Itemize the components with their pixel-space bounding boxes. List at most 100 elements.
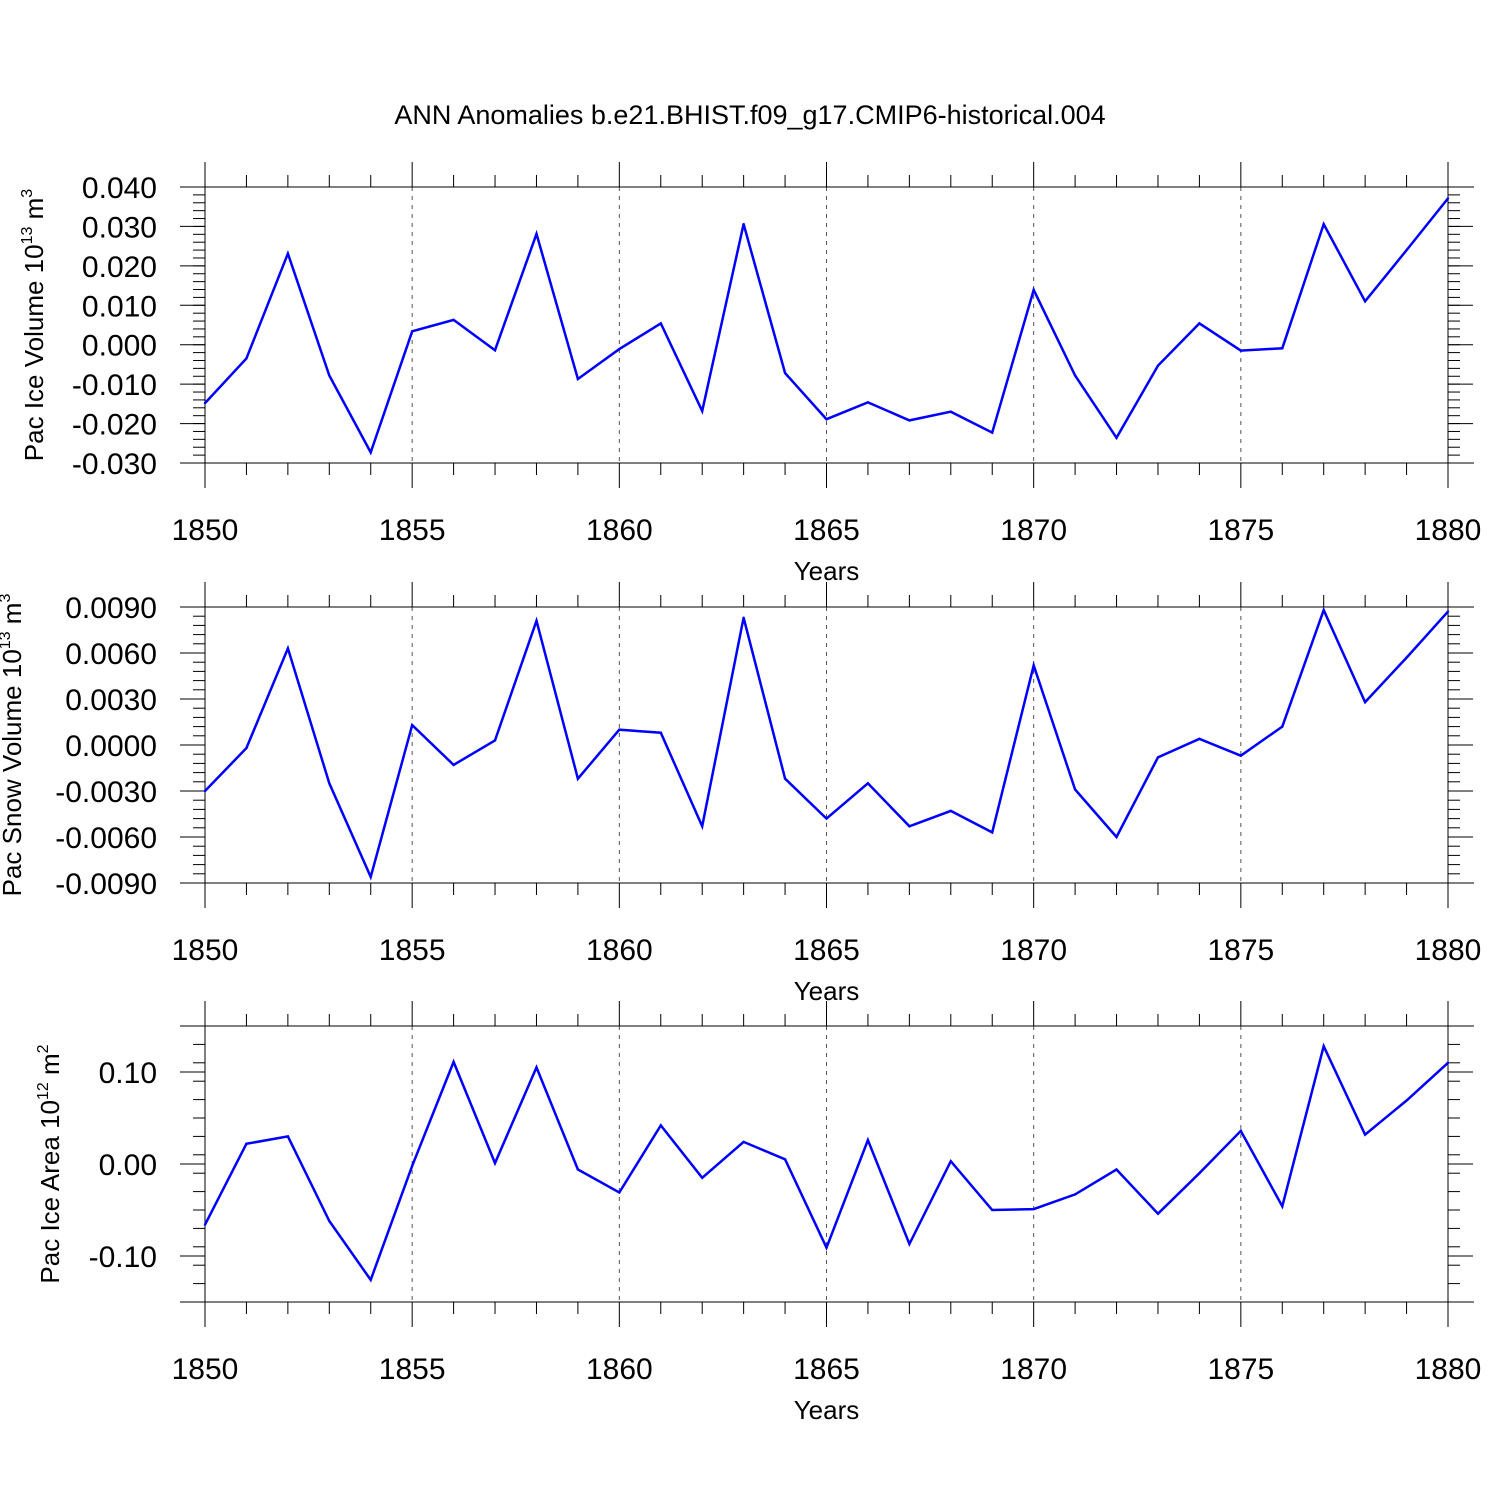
data-point — [991, 831, 994, 834]
data-point — [949, 809, 952, 813]
data-point — [1281, 347, 1284, 350]
data-point — [783, 371, 787, 375]
y-tick-label: 0.00 — [99, 1149, 157, 1182]
y-axis-label-exponent: 3 — [0, 594, 14, 603]
data-point — [203, 1223, 207, 1226]
data-point — [659, 1124, 662, 1127]
y-axis-label-part: Pac Snow Volume 10 — [0, 649, 27, 896]
y-tick-label: 0.0000 — [65, 730, 157, 763]
data-point — [1156, 756, 1160, 759]
data-point — [535, 619, 538, 622]
data-point — [825, 418, 828, 421]
y-tick-label: 0.020 — [82, 251, 157, 284]
data-point — [452, 318, 455, 322]
data-point — [410, 1164, 414, 1168]
data-point — [618, 728, 621, 731]
data-point — [1363, 700, 1367, 704]
data-point — [1446, 1061, 1450, 1065]
y-tick-label: -0.0030 — [55, 776, 157, 809]
data-point — [991, 431, 994, 434]
data-point — [576, 377, 580, 381]
y-axis-label-part: Pac Ice Volume 10 — [19, 244, 49, 461]
data-point — [1198, 737, 1201, 741]
x-tick-label: 1870 — [1000, 934, 1067, 967]
data-point — [1032, 664, 1035, 667]
y-tick-label: -0.10 — [89, 1241, 157, 1274]
x-tick-label: 1870 — [1000, 1353, 1067, 1386]
y-axis-label-exponent: 12 — [35, 1082, 52, 1100]
x-tick-label: 1870 — [1000, 514, 1067, 547]
y-axis-label-exponent: 2 — [35, 1044, 52, 1053]
x-tick-label: 1875 — [1207, 514, 1274, 547]
data-point — [1073, 1193, 1077, 1196]
data-point — [825, 1246, 828, 1249]
data-point — [701, 409, 704, 413]
data-point — [783, 777, 787, 780]
x-tick-label: 1860 — [586, 934, 653, 967]
data-point — [245, 746, 248, 750]
data-point — [908, 419, 911, 422]
x-tick-label: 1855 — [379, 1353, 446, 1386]
data-point — [949, 1160, 952, 1163]
data-point — [701, 825, 704, 828]
chart-title: ANN Anomalies b.e21.BHIST.f09_g17.CMIP6-… — [394, 100, 1105, 130]
x-tick-label: 1865 — [793, 934, 860, 967]
x-tick-label: 1855 — [379, 934, 446, 967]
data-point — [1322, 1045, 1325, 1048]
data-point — [1156, 1212, 1160, 1215]
data-point — [245, 357, 248, 360]
data-point — [659, 322, 662, 325]
data-point — [576, 1168, 580, 1171]
data-point — [203, 789, 207, 793]
data-point — [245, 1142, 248, 1145]
y-axis-label-part: m — [0, 603, 27, 632]
y-tick-label: 0.040 — [82, 172, 157, 205]
data-point — [1032, 288, 1035, 292]
x-axis-label: Years — [794, 556, 860, 586]
data-point — [866, 401, 870, 404]
y-tick-label: -0.0090 — [55, 868, 157, 901]
y-axis-label-exponent: 3 — [19, 189, 36, 198]
y-tick-label: -0.020 — [72, 409, 157, 442]
data-point — [991, 1208, 994, 1212]
y-tick-label: -0.030 — [72, 448, 157, 481]
y-tick-label: 0.0090 — [65, 592, 157, 625]
x-tick-label: 1850 — [172, 1353, 239, 1386]
data-point — [908, 1242, 911, 1246]
data-point — [742, 616, 745, 619]
y-axis-label-part: m — [35, 1053, 65, 1082]
data-point — [1446, 197, 1450, 200]
data-point — [908, 825, 911, 828]
x-tick-label: 1880 — [1415, 934, 1482, 967]
data-point — [1073, 788, 1077, 791]
data-point — [576, 777, 580, 780]
data-point — [328, 374, 331, 377]
y-tick-label: -0.010 — [72, 369, 157, 402]
y-axis-label-part: Pac Ice Area 10 — [35, 1100, 65, 1284]
data-point — [866, 782, 870, 785]
data-point — [1363, 300, 1367, 303]
data-point — [369, 451, 372, 454]
data-point — [618, 1191, 621, 1194]
data-point — [286, 647, 290, 650]
y-tick-label: 0.030 — [82, 211, 157, 244]
x-tick-label: 1850 — [172, 934, 239, 967]
x-tick-label: 1865 — [793, 1353, 860, 1386]
data-point — [1156, 364, 1160, 367]
y-axis-label: Pac Snow Volume 1013 m3 — [0, 594, 27, 897]
data-point — [286, 1135, 290, 1138]
data-point — [618, 347, 621, 351]
data-point — [1239, 754, 1243, 757]
data-point — [742, 1140, 745, 1144]
data-point — [452, 1060, 455, 1064]
data-point — [328, 782, 331, 785]
data-point — [783, 1158, 787, 1161]
x-tick-label: 1880 — [1415, 1353, 1482, 1386]
data-point — [1032, 1207, 1035, 1211]
x-tick-label: 1880 — [1415, 514, 1482, 547]
data-point — [866, 1138, 870, 1142]
y-axis-label-exponent: 13 — [0, 631, 14, 649]
x-tick-label: 1860 — [586, 1353, 653, 1386]
data-point — [369, 875, 372, 879]
